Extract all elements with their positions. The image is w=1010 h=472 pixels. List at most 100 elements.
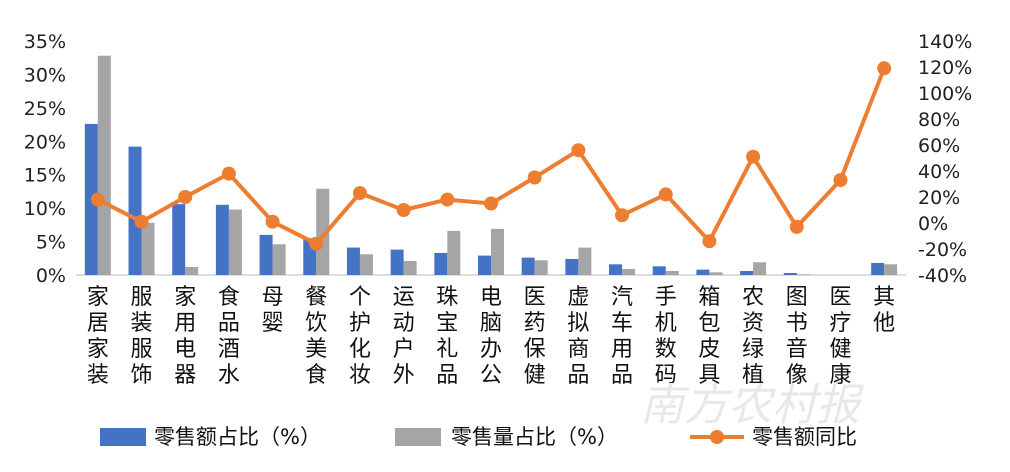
y-left-tick: 25% xyxy=(24,98,66,120)
bar-volume-share xyxy=(622,268,636,275)
category-labels: 家居家装服装服饰家用电器食品酒水母婴餐饮美食个护化妆运动户外珠宝礼品电脑办公医药… xyxy=(87,285,895,388)
category-label: 汽车用品 xyxy=(611,285,633,388)
growth-point xyxy=(265,214,280,229)
growth-point xyxy=(702,234,717,249)
y-right-tick: 140% xyxy=(918,31,972,53)
bar-volume-share xyxy=(578,247,592,275)
growth-point xyxy=(440,192,455,207)
growth-point xyxy=(615,208,630,223)
y-right-tick: -20% xyxy=(918,239,967,261)
y-left-tick: 15% xyxy=(24,165,66,187)
category-label: 医药保健 xyxy=(524,285,546,388)
bar-volume-share xyxy=(709,272,723,275)
y-right-tick: 0% xyxy=(918,213,948,235)
y-left-tick: 10% xyxy=(24,198,66,220)
y-left-tick: 5% xyxy=(36,232,66,254)
category-label: 农资绿植 xyxy=(742,285,764,388)
growth-point xyxy=(833,173,848,188)
legend-label-volume-share: 零售量占比（%） xyxy=(451,425,618,449)
category-label: 其他 xyxy=(873,285,895,336)
y-right-tick: 120% xyxy=(918,57,972,79)
bars xyxy=(84,55,898,275)
watermark: 南方农村报 xyxy=(640,380,865,431)
bar-sales-share xyxy=(172,204,186,275)
bar-sales-share xyxy=(128,146,142,275)
bar-sales-share xyxy=(346,247,360,275)
bar-volume-share xyxy=(228,209,242,275)
legend-swatch-volume-share xyxy=(395,428,441,446)
legend-swatch-sales-share xyxy=(100,428,146,446)
growth-point xyxy=(877,61,892,76)
y-right-tick: 40% xyxy=(918,161,960,183)
growth-line xyxy=(90,61,892,251)
bar-volume-share xyxy=(491,228,504,275)
bar-sales-share xyxy=(259,234,273,275)
bar-sales-share xyxy=(478,255,491,275)
legend-label-growth: 零售额同比 xyxy=(752,425,857,449)
growth-point xyxy=(352,186,367,201)
category-label: 个护化妆 xyxy=(349,285,371,388)
category-label: 家用电器 xyxy=(174,285,196,388)
bar-sales-share xyxy=(740,270,754,275)
legend-label-sales-share: 零售额占比（%） xyxy=(154,425,321,449)
category-label: 虚拟商品 xyxy=(567,285,589,388)
y-right-tick: -40% xyxy=(918,265,967,287)
y-right-tick: 80% xyxy=(918,109,960,131)
growth-line-path xyxy=(96,67,887,246)
bar-sales-share xyxy=(652,266,666,275)
bar-sales-share xyxy=(609,264,623,275)
bar-sales-share xyxy=(783,272,797,275)
bar-sales-share xyxy=(521,257,535,275)
growth-point xyxy=(90,192,105,207)
bar-sales-share xyxy=(215,204,229,275)
bar-sales-share xyxy=(696,269,710,275)
legend-swatch-growth-point xyxy=(710,430,724,444)
bar-sales-share xyxy=(434,252,448,275)
category-label: 家居家装 xyxy=(87,285,109,388)
bar-volume-share xyxy=(97,55,111,275)
y-right-tick: 20% xyxy=(918,187,960,209)
category-label: 手机数码 xyxy=(655,285,677,388)
category-label: 电脑办公 xyxy=(480,285,502,388)
category-label: 珠宝礼品 xyxy=(436,285,458,388)
growth-point xyxy=(527,170,542,185)
growth-point xyxy=(658,187,673,202)
category-label: 服装服饰 xyxy=(131,285,153,388)
y-left-tick: 35% xyxy=(24,31,66,53)
growth-point xyxy=(484,196,498,211)
growth-point xyxy=(134,214,149,229)
bar-volume-share xyxy=(753,262,767,275)
category-label: 食品酒水 xyxy=(218,285,240,388)
bar-volume-share xyxy=(447,230,461,275)
bar-volume-share xyxy=(534,260,548,275)
bar-sales-share xyxy=(871,262,885,275)
bar-sales-share xyxy=(390,249,404,275)
growth-point xyxy=(571,143,586,158)
axes: 0% 5% 10% 15% 20% 25% 30% 35% -40% -20% 0% 20% 40% 60… xyxy=(24,31,973,287)
category-label: 医疗健康 xyxy=(829,285,851,388)
y-left-tick: 0% xyxy=(36,265,66,287)
legend: 零售额占比（%） 零售量占比（%） 零售额同比 xyxy=(100,425,857,449)
y-right-tick: 60% xyxy=(918,135,960,157)
category-label: 箱包皮具 xyxy=(698,285,720,388)
y-right-tick: 100% xyxy=(918,83,972,105)
growth-point xyxy=(789,219,804,234)
growth-point xyxy=(746,149,761,164)
growth-point xyxy=(221,166,236,181)
bar-volume-share xyxy=(359,254,373,275)
growth-point xyxy=(309,236,324,251)
bar-volume-share xyxy=(272,244,286,275)
category-label: 图书音像 xyxy=(786,285,808,388)
growth-point xyxy=(178,190,193,204)
bar-volume-share xyxy=(884,264,898,275)
bar-volume-share xyxy=(316,188,330,275)
bar-volume-share xyxy=(403,260,417,275)
category-label: 运动户外 xyxy=(393,285,415,388)
category-label: 餐饮美食 xyxy=(305,285,327,388)
y-left-tick: 20% xyxy=(24,131,66,153)
bar-volume-share xyxy=(665,270,679,275)
bar-volume-share xyxy=(796,274,810,275)
growth-point xyxy=(396,203,411,217)
bar-volume-share xyxy=(185,266,199,275)
